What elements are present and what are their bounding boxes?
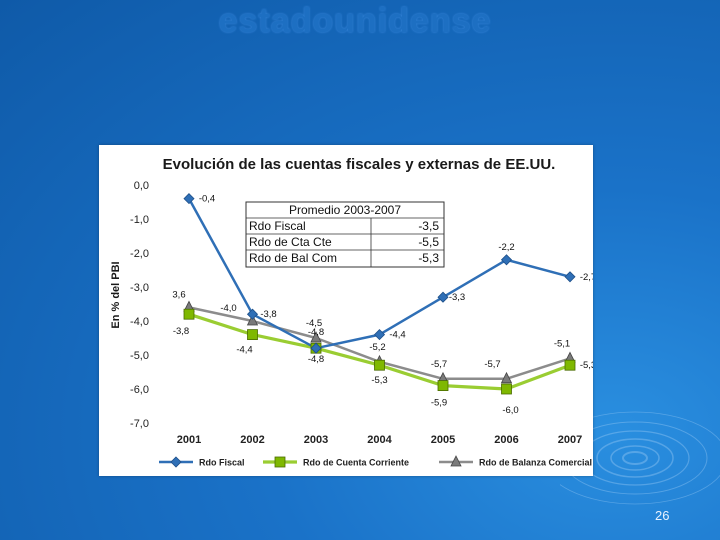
square-marker [501, 383, 512, 395]
square-marker [564, 359, 576, 371]
data-label-fiscal: -3,3 [449, 292, 465, 303]
triangle-marker [500, 371, 513, 384]
y-tick-label: -3,0 [130, 282, 149, 294]
y-tick-label: -5,0 [130, 350, 149, 362]
summary-row-value: -3,5 [418, 219, 439, 233]
data-label-bal: -4,0 [220, 303, 236, 314]
data-label-cc: -5,3 [580, 360, 593, 371]
x-tick-label: 2004 [367, 434, 392, 446]
legend-label: Rdo de Balanza Comercial [479, 458, 592, 468]
y-tick-label: -6,0 [130, 384, 149, 396]
x-tick-label: 2005 [431, 434, 455, 446]
summary-row-label: Rdo Fiscal [249, 219, 306, 233]
data-label-bal: -5,7 [431, 359, 447, 370]
square-marker [274, 456, 286, 468]
data-label-fiscal: -4,8 [308, 354, 324, 365]
data-label-fiscal: -4,4 [389, 330, 405, 341]
diamond-marker [373, 329, 386, 341]
data-label-cc: -5,3 [371, 375, 387, 386]
summary-table-border [245, 201, 445, 268]
summary-table: Promedio 2003-2007 Rdo Fiscal -3,5 Rdo d… [245, 201, 445, 268]
x-tick-label: 2002 [240, 434, 264, 446]
data-label-fiscal: -2,2 [498, 242, 514, 253]
data-label-bal: -4,5 [306, 318, 322, 329]
y-tick-label: -1,0 [130, 214, 149, 226]
data-label-bal: 3,6 [172, 289, 185, 300]
data-label-fiscal: -3,8 [260, 309, 276, 320]
data-label-fiscal: -2,7 [580, 272, 593, 283]
data-label-bal: -5,2 [369, 342, 385, 353]
legend-label: Rdo de Cuenta Corriente [303, 458, 409, 468]
square-marker [247, 329, 258, 341]
y-axis-label: En % del PBI [110, 261, 122, 328]
summary-row-label: Rdo de Bal Com [249, 251, 337, 265]
triangle-marker [450, 455, 462, 467]
slide-number: 26 [655, 508, 670, 523]
y-tick-label: 0,0 [134, 180, 149, 192]
chart-title: Evolución de las cuentas fiscales y exte… [163, 156, 556, 173]
triangle-marker [310, 331, 322, 343]
data-label-cc: -4,4 [236, 345, 252, 356]
x-tick-label: 2007 [558, 434, 582, 446]
y-axis-ticks: 0,0 -1,0 -2,0 -3,0 -4,0 -5,0 -6,0 -7,0 [130, 180, 149, 430]
data-label-cc: -5,9 [431, 398, 447, 409]
x-axis-ticks: 2001 2002 2003 2004 2005 2006 2007 [177, 434, 582, 446]
summary-row-label: Rdo de Cta Cte [249, 235, 332, 249]
summary-row-value: -5,5 [418, 235, 439, 249]
summary-row-value: -5,3 [418, 251, 439, 265]
legend-label: Rdo Fiscal [199, 458, 245, 468]
chart-legend: Rdo Fiscal Rdo de Cuenta Corriente Rdo de … [159, 455, 592, 468]
square-marker [374, 359, 385, 371]
diamond-marker [310, 342, 322, 354]
diamond-marker [246, 308, 259, 320]
summary-table-title: Promedio 2003-2007 [289, 203, 401, 217]
data-label-cc: -4,8 [308, 327, 324, 338]
data-labels: -0,4 -3,8 -4,8 -4,4 -3,3 -2,2 -2,7 -3,8 -4,4 -4,8… [172, 194, 593, 416]
x-tick-label: 2001 [177, 434, 201, 446]
diamond-marker [170, 456, 182, 468]
triangle-marker [246, 314, 259, 326]
x-tick-label: 2003 [304, 434, 328, 446]
diamond-marker [500, 254, 513, 266]
diamond-marker [437, 291, 449, 303]
chart-panel: Evolución de las cuentas fiscales y exte… [99, 145, 593, 476]
y-tick-label: -2,0 [130, 248, 149, 260]
diamond-marker [183, 193, 195, 205]
y-tick-label: -7,0 [130, 418, 149, 430]
data-label-fiscal: -0,4 [199, 194, 215, 205]
diamond-marker [564, 271, 576, 283]
line-chart: Evolución de las cuentas fiscales y exte… [110, 156, 593, 468]
square-marker [437, 380, 449, 392]
series-markers [183, 193, 576, 395]
data-label-bal: -5,1 [554, 338, 570, 349]
data-label-bal: -5,7 [484, 359, 500, 370]
data-label-cc: -6,0 [502, 405, 518, 416]
slide-title: estadounidense [218, 2, 492, 40]
x-tick-label: 2006 [494, 434, 518, 446]
y-tick-label: -4,0 [130, 316, 149, 328]
data-label-cc: -3,8 [173, 326, 189, 337]
square-marker [183, 308, 195, 320]
